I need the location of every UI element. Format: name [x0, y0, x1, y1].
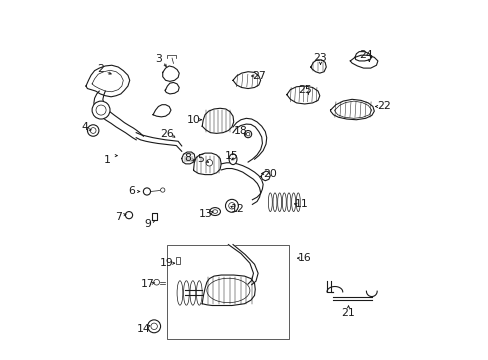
Ellipse shape [277, 193, 281, 212]
Circle shape [92, 101, 110, 119]
Polygon shape [330, 99, 373, 120]
Text: 12: 12 [230, 204, 244, 215]
Text: 8: 8 [184, 153, 191, 163]
Polygon shape [261, 171, 270, 181]
Polygon shape [233, 72, 260, 89]
Polygon shape [228, 244, 258, 285]
Ellipse shape [209, 208, 220, 216]
Circle shape [90, 128, 96, 134]
Ellipse shape [268, 193, 272, 212]
Text: 20: 20 [263, 168, 277, 179]
Text: 4: 4 [81, 122, 88, 132]
Polygon shape [221, 163, 263, 204]
Text: 18: 18 [234, 126, 247, 135]
Polygon shape [354, 51, 371, 61]
Polygon shape [193, 153, 221, 175]
Circle shape [147, 320, 160, 333]
Polygon shape [164, 82, 179, 94]
Text: 14: 14 [136, 324, 150, 334]
Ellipse shape [228, 154, 237, 165]
Circle shape [87, 125, 99, 136]
Text: 1: 1 [104, 155, 111, 165]
Polygon shape [86, 65, 129, 97]
Text: 19: 19 [159, 258, 173, 268]
Polygon shape [152, 213, 156, 220]
Text: 26: 26 [160, 129, 174, 139]
Ellipse shape [291, 193, 295, 212]
Circle shape [143, 188, 150, 195]
Circle shape [244, 131, 251, 138]
Text: 13: 13 [199, 209, 212, 219]
Ellipse shape [272, 193, 276, 212]
Ellipse shape [183, 281, 189, 305]
Ellipse shape [190, 281, 195, 305]
Polygon shape [136, 133, 182, 151]
Text: 23: 23 [313, 53, 327, 63]
Polygon shape [202, 108, 233, 134]
Circle shape [96, 105, 106, 115]
Polygon shape [202, 275, 255, 306]
Circle shape [160, 188, 164, 192]
Ellipse shape [282, 193, 285, 212]
Text: 7: 7 [115, 212, 122, 221]
Circle shape [153, 279, 159, 285]
Text: 22: 22 [376, 102, 390, 112]
Text: 11: 11 [294, 199, 308, 210]
Polygon shape [163, 66, 179, 81]
Text: 3: 3 [155, 54, 162, 64]
Circle shape [246, 132, 249, 136]
Text: 27: 27 [252, 71, 266, 81]
Circle shape [125, 212, 132, 219]
Circle shape [225, 199, 238, 212]
Text: 24: 24 [358, 50, 372, 60]
Polygon shape [94, 91, 143, 140]
Circle shape [206, 159, 212, 166]
Ellipse shape [177, 281, 183, 305]
Text: 25: 25 [297, 85, 311, 95]
Polygon shape [233, 118, 266, 162]
Text: 15: 15 [224, 150, 238, 161]
Text: 5: 5 [197, 154, 204, 164]
Text: 17: 17 [141, 279, 154, 289]
Text: 21: 21 [341, 309, 355, 318]
Polygon shape [182, 152, 195, 164]
Ellipse shape [286, 193, 290, 212]
Polygon shape [286, 86, 319, 104]
Text: 9: 9 [144, 219, 151, 229]
Ellipse shape [196, 281, 202, 305]
Bar [167, 244, 289, 338]
Polygon shape [349, 55, 377, 68]
Polygon shape [153, 105, 171, 117]
Circle shape [228, 203, 235, 209]
Text: 6: 6 [128, 186, 135, 197]
Circle shape [151, 323, 157, 329]
Text: 10: 10 [186, 115, 200, 125]
Polygon shape [310, 60, 325, 73]
Ellipse shape [212, 210, 217, 213]
Text: 16: 16 [297, 253, 311, 263]
Ellipse shape [296, 193, 300, 212]
Bar [175, 257, 180, 264]
Text: 2: 2 [98, 64, 104, 74]
